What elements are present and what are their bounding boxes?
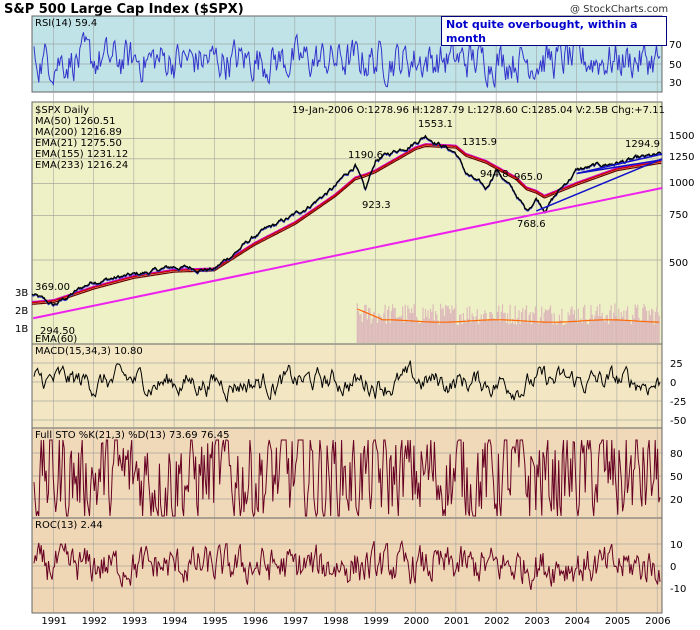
year-label-1991: 1991 (41, 616, 66, 627)
macd-tick-neg50: -50 (670, 416, 686, 427)
annotation-1294: 1294.9 (625, 139, 660, 150)
roc-tick-10: 10 (670, 540, 683, 551)
rsi-label: RSI(14) 59.4 (35, 18, 97, 29)
price-tick-1250: 1250 (669, 152, 694, 163)
year-label-2006: 2006 (645, 616, 670, 627)
year-label-1993: 1993 (122, 616, 147, 627)
volume-ema-label: EMA(60) (35, 334, 77, 345)
sto-line (33, 439, 661, 518)
year-label-2000: 2000 (404, 616, 429, 627)
year-label-1994: 1994 (162, 616, 187, 627)
year-label-1992: 1992 (82, 616, 107, 627)
chart-title: S&P 500 Large Cap Index ($SPX) (4, 2, 244, 17)
sto-tick-20: 20 (670, 495, 683, 506)
legend-item-ema233: EMA(233) 1216.24 (35, 160, 128, 171)
sto-label: Full STO %K(21,3) %D(13) 73.69 76.45 (35, 430, 229, 441)
macd-line (33, 360, 661, 404)
annotation-923: 923.3 (362, 200, 391, 211)
volume-bars-path (356, 303, 660, 343)
volume-ema-line (357, 308, 660, 323)
ema233-line (32, 145, 662, 305)
annotation-294: 294.50 (40, 326, 75, 337)
price-tick-1500: 1500 (669, 131, 694, 142)
channel-upper-line (576, 153, 663, 175)
sto-tick-50: 50 (670, 472, 683, 483)
x-axis-years: 1991 1992 1993 1994 1995 1996 1997 1998 1999 2000… (41, 616, 670, 627)
annotation-1315: 1315.9 (462, 137, 497, 148)
price-tick-750: 750 (669, 210, 688, 221)
year-label-2001: 2001 (444, 616, 469, 627)
macd-label: MACD(15,34,3) 10.80 (35, 346, 143, 357)
quote-line: 19-Jan-2006 O:1278.96 H:1287.79 L:1278.6… (292, 105, 665, 116)
macd-tick-neg25: -25 (670, 397, 686, 408)
watermark: @ StockCharts.com (570, 4, 668, 15)
legend-item-spx: $SPX Daily (35, 105, 89, 116)
year-label-1999: 1999 (363, 616, 388, 627)
annotation-768: 768.6 (517, 219, 546, 230)
annotation-1190: 1190.6 (348, 150, 383, 161)
year-label-1996: 1996 (243, 616, 268, 627)
roc-line (33, 539, 661, 590)
volume-bars (356, 303, 660, 343)
legend-item-ma50: MA(50) 1260.51 (35, 116, 116, 127)
note-box: Not quite overbought, within a month (441, 16, 667, 46)
macd-tick-0: 0 (670, 378, 676, 389)
annotation-944: 944.8 (480, 169, 509, 180)
year-label-2004: 2004 (565, 616, 590, 627)
ema155-line (32, 143, 662, 303)
year-label-2003: 2003 (524, 616, 549, 627)
year-label-2005: 2005 (605, 616, 630, 627)
rsi-tick-30: 30 (669, 78, 682, 89)
year-label-1998: 1998 (323, 616, 348, 627)
channel-lower-line (536, 158, 663, 212)
year-label-2002: 2002 (484, 616, 509, 627)
roc-panel (31, 517, 663, 614)
price-tick-500: 500 (669, 258, 688, 269)
annotation-369: 369.00 (35, 282, 70, 293)
legend-item-ema155: EMA(155) 1231.12 (35, 149, 128, 160)
year-label-1997: 1997 (283, 616, 308, 627)
volume-tick-1b: 1B (15, 324, 28, 335)
annotation-1553: 1553.1 (418, 119, 453, 130)
year-label-1995: 1995 (202, 616, 227, 627)
rsi-tick-50: 50 (669, 60, 682, 71)
rsi-tick-70: 70 (669, 40, 682, 51)
volume-tick-2b: 2B (15, 306, 28, 317)
series-lines (31, 32, 663, 590)
roc-tick-neg10: -10 (670, 584, 686, 595)
roc-tick-0: 0 (670, 562, 676, 573)
rsi-line (33, 32, 661, 88)
roc-label: ROC(13) 2.44 (35, 520, 103, 531)
macd-tick-25: 25 (670, 359, 683, 370)
sto-tick-80: 80 (670, 449, 683, 460)
legend-item-ema21: EMA(21) 1275.50 (35, 138, 122, 149)
price-tick-1000: 1000 (669, 178, 694, 189)
legend-item-ma200: MA(200) 1216.89 (35, 127, 122, 138)
long-term-trendline (33, 187, 663, 320)
annotation-965: 965.0 (514, 172, 543, 183)
price-line (31, 134, 662, 307)
volume-tick-3b: 3B (15, 288, 28, 299)
channel-mid-line (576, 159, 663, 175)
price-panel (31, 101, 663, 345)
ma200-line (32, 144, 662, 304)
